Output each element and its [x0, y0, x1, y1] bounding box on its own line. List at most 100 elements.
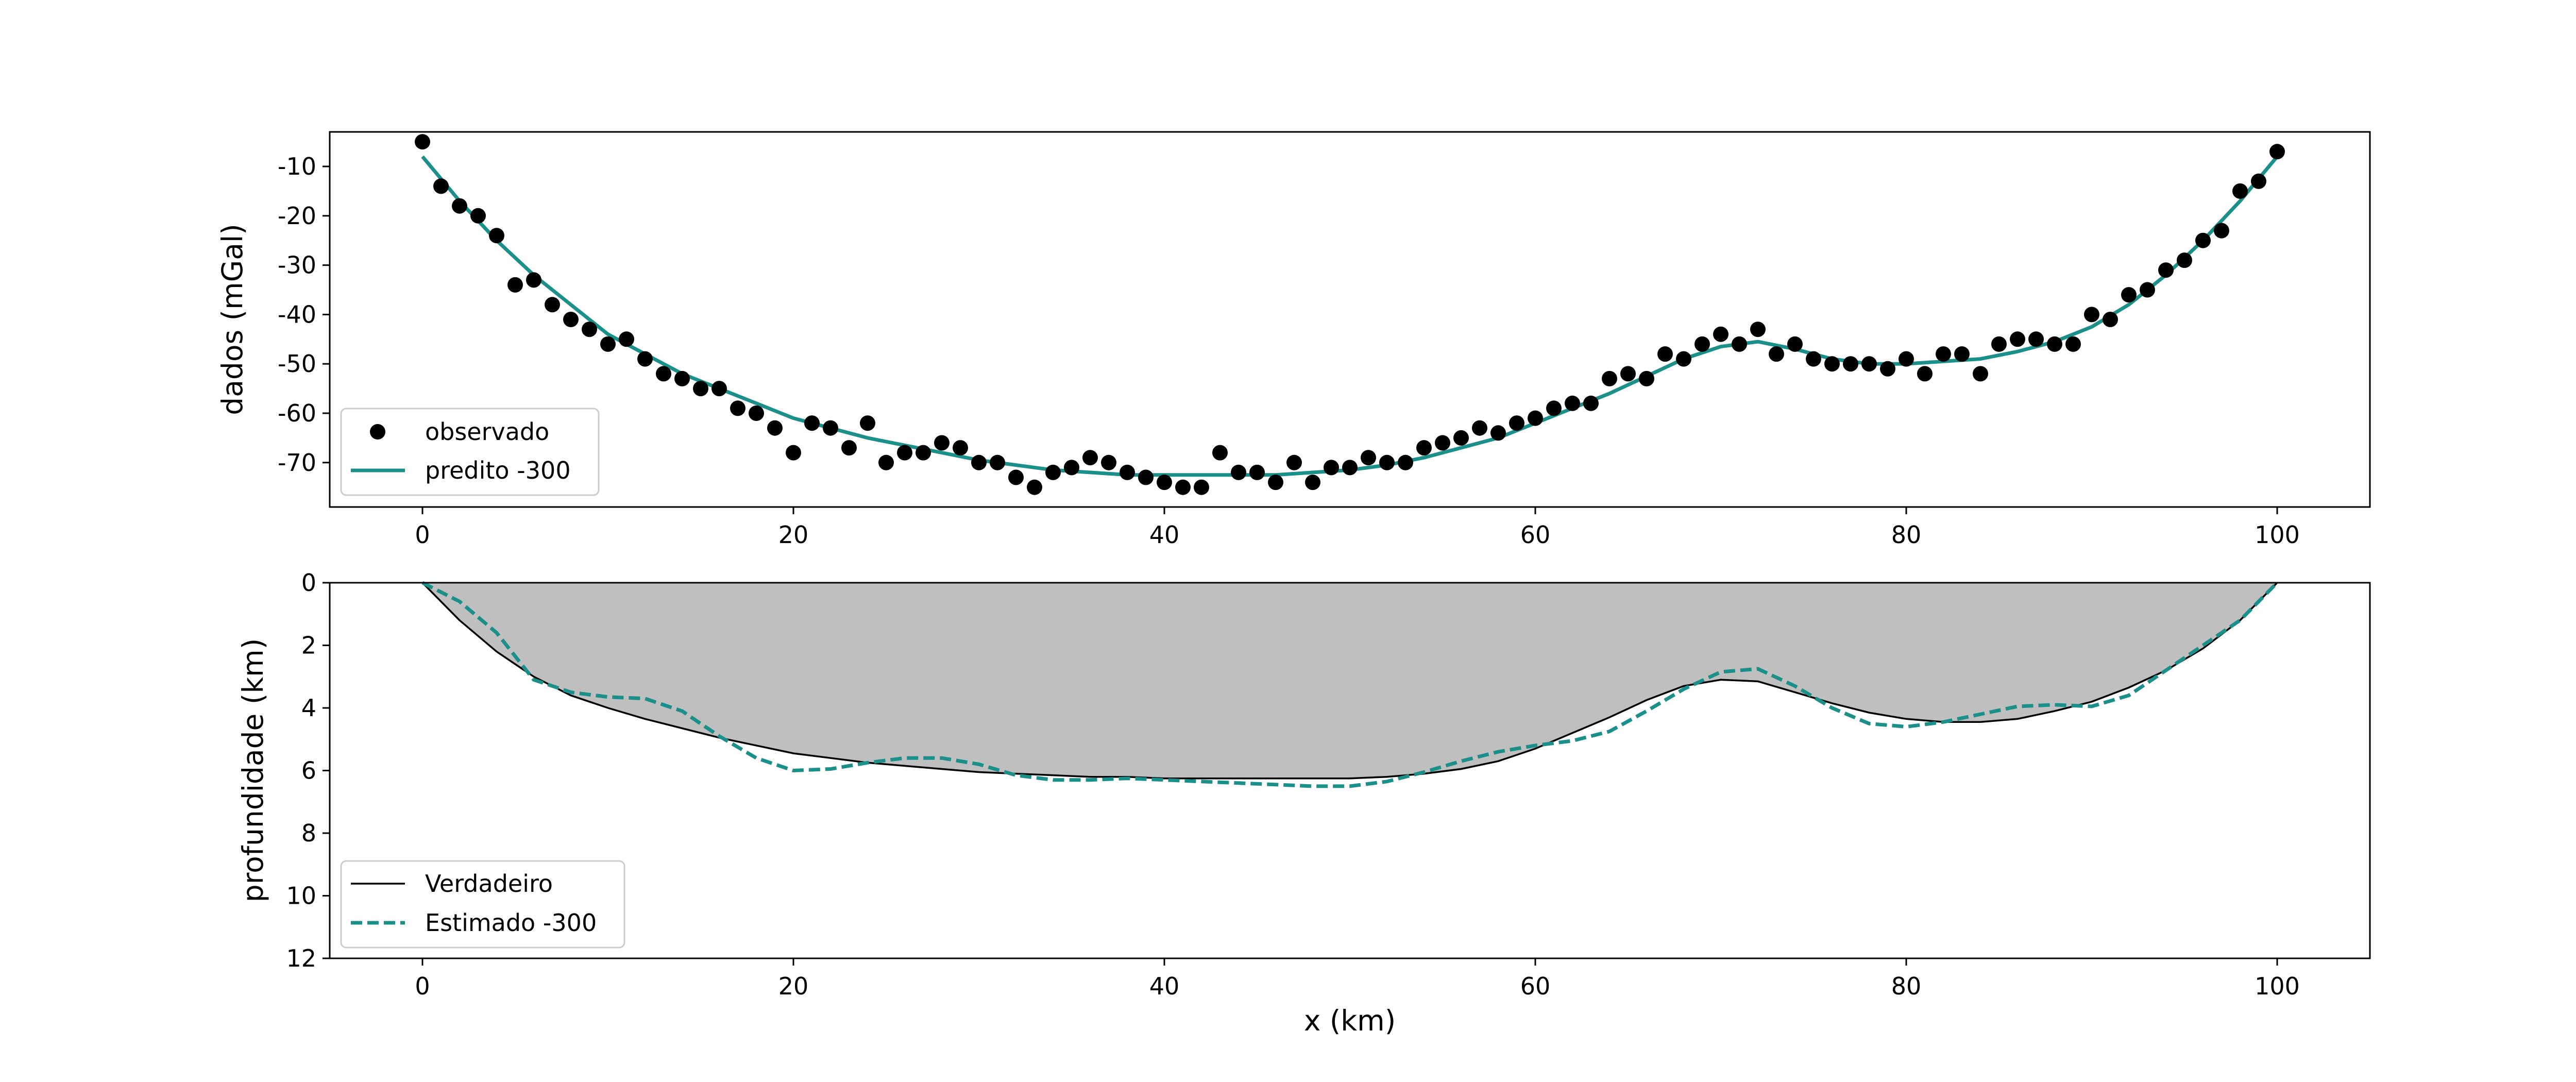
- observed-point: [619, 331, 634, 347]
- observed-point: [1490, 425, 1506, 441]
- observed-point: [2065, 336, 2081, 352]
- depth-y-tick-label: 10: [286, 882, 316, 910]
- observed-point: [1991, 336, 2007, 352]
- observed-point: [1008, 469, 1024, 485]
- data-x-tick-label: 20: [778, 521, 809, 549]
- legend-observed-label: observado: [425, 418, 549, 446]
- depth-x-tick-label: 80: [1891, 972, 1922, 1000]
- observed-point: [1453, 430, 1469, 446]
- observed-point: [2251, 173, 2266, 189]
- observed-point: [1212, 445, 1228, 461]
- data-y-ticks: -70 -60 -50 -40 -30 -20 -10: [278, 153, 330, 477]
- observed-point: [545, 297, 560, 313]
- depth-y-tick-label: 0: [301, 569, 316, 597]
- data-x-tick-label: 60: [1520, 521, 1551, 549]
- true-basement-line: [421, 582, 2278, 780]
- observed-point: [637, 351, 653, 367]
- depth-x-axis-label: x (km): [1304, 1004, 1396, 1037]
- observed-point: [1435, 435, 1450, 451]
- observed-point: [804, 415, 820, 431]
- observed-point: [916, 445, 931, 461]
- observed-point: [1657, 346, 1673, 362]
- observed-point: [1157, 475, 1172, 491]
- observed-point: [786, 445, 801, 461]
- observed-point: [489, 228, 504, 244]
- observed-point: [841, 440, 857, 456]
- observed-point: [2121, 287, 2137, 303]
- observed-point: [1379, 454, 1395, 470]
- observed-point: [934, 435, 950, 451]
- data-y-tick-label: -30: [278, 251, 316, 279]
- observed-point: [1917, 366, 1933, 382]
- observed-point: [1843, 356, 1858, 372]
- observed-point: [2028, 331, 2044, 347]
- depth-x-tick-label: 0: [415, 972, 430, 1000]
- observed-point: [1528, 410, 1543, 426]
- legend-estimated-label: Estimado -300: [425, 909, 597, 937]
- depth-y-tick-label: 6: [301, 757, 316, 785]
- observed-point: [1602, 370, 1617, 386]
- observed-point: [1361, 450, 1376, 466]
- data-x-ticks: 0 20 40 60 80 100: [415, 507, 2300, 549]
- observed-point: [1175, 479, 1191, 495]
- observed-point: [1713, 326, 1728, 342]
- data-y-tick-label: -60: [278, 399, 316, 427]
- depth-legend: Verdadeiro Estimado -300: [340, 860, 625, 949]
- observed-point: [1694, 336, 1710, 352]
- observed-point: [2084, 307, 2099, 323]
- data-x-tick-label: 0: [415, 521, 430, 549]
- data-y-tick-label: -10: [278, 153, 316, 180]
- observed-point: [2214, 223, 2229, 239]
- observed-point: [1286, 454, 1302, 470]
- depth-y-tick-label: 4: [301, 694, 316, 722]
- observed-point: [823, 420, 838, 436]
- legend-true-label: Verdadeiro: [425, 870, 553, 898]
- observed-point: [1787, 336, 1803, 352]
- observed-point: [1268, 475, 1283, 491]
- observed-point: [1045, 464, 1061, 480]
- observed-point: [1676, 351, 1691, 367]
- observed-point: [1861, 356, 1877, 372]
- depth-y-tick-label: 2: [301, 632, 316, 660]
- observed-point: [1620, 366, 1636, 382]
- observed-point: [1231, 464, 1246, 480]
- observed-point: [563, 312, 579, 327]
- observed-point: [1082, 450, 1098, 466]
- observed-point: [1120, 464, 1135, 480]
- depth-x-tick-label: 100: [2255, 972, 2300, 1000]
- observed-point: [860, 415, 875, 431]
- observed-point: [433, 178, 449, 194]
- data-y-axis-label: dados (mGal): [216, 224, 249, 415]
- observed-point: [1509, 415, 1524, 431]
- data-x-tick-label: 80: [1891, 521, 1922, 549]
- depth-y-tick-label: 12: [286, 944, 316, 972]
- observed-point: [1824, 356, 1840, 372]
- observed-point: [1732, 336, 1747, 352]
- observed-point: [730, 400, 745, 416]
- observed-point: [2010, 331, 2025, 347]
- data-legend-box: [340, 408, 600, 496]
- legend-observed-marker: [370, 424, 385, 439]
- estimated-basement-line: [421, 581, 2279, 788]
- observed-point: [415, 134, 430, 150]
- observed-point: [674, 370, 690, 386]
- observed-point: [1027, 479, 1042, 495]
- basin-fill: [422, 583, 2277, 779]
- observed-point: [1305, 475, 1320, 491]
- observed-point: [1101, 454, 1116, 470]
- depth-y-ticks: 0 2 4 6 8 10 12: [286, 569, 330, 972]
- depth-x-ticks: 0 20 40 60 80 100: [415, 958, 2300, 1000]
- observed-point: [953, 440, 968, 456]
- observed-point: [878, 454, 894, 470]
- observed-point: [2103, 312, 2118, 327]
- observed-point: [711, 381, 727, 397]
- observed-point: [1546, 400, 1562, 416]
- observed-point: [1639, 370, 1654, 386]
- observed-point: [2177, 252, 2192, 268]
- data-y-tick-label: -70: [278, 449, 316, 477]
- observed-point: [2195, 232, 2211, 248]
- depth-legend-box: [340, 860, 625, 949]
- depth-y-tick-label: 8: [301, 819, 316, 847]
- data-legend: observado predito -300: [340, 408, 600, 496]
